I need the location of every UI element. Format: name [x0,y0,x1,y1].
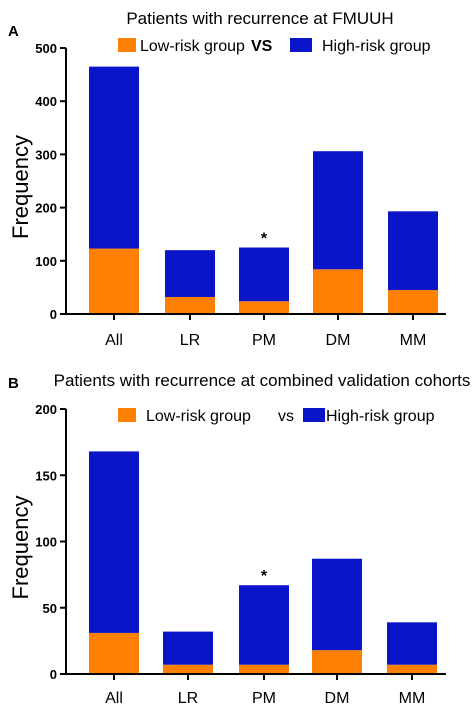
x-tick-label: PM [252,332,276,349]
bar-all-high-risk [89,451,139,633]
bar-mm-low-risk [387,664,437,674]
y-axis-label: Frequency [8,135,33,239]
y-tick-label: 300 [35,147,57,162]
y-tick-label: 0 [50,307,57,322]
legend-vs: VS [251,38,273,55]
bar-all-high-risk [89,66,139,249]
legend-label-high-risk: High-risk group [326,408,435,425]
y-axis-label: Frequency [8,496,33,600]
legend-swatch-low-risk [118,408,136,422]
x-tick-label: DM [326,332,351,349]
bar-dm-low-risk [312,650,362,674]
bar-all-low-risk [89,632,139,674]
legend-label-low-risk: Low-risk group [140,38,245,55]
x-tick-label: LR [178,690,198,707]
legend-label-high-risk: High-risk group [322,38,431,55]
bar-dm-high-risk [312,558,362,651]
x-tick-label: DM [325,690,350,707]
y-tick-label: 150 [35,468,57,483]
bar-lr-low-risk [163,664,213,674]
chart-title: Patients with recurrence at FMUUH [126,9,393,28]
y-tick-label: 200 [35,402,57,417]
panel-letter: A [8,23,19,40]
bar-mm-low-risk [388,290,438,314]
y-tick-label: 100 [35,254,57,269]
x-tick-label: MM [399,690,426,707]
bar-pm-low-risk [239,664,289,674]
y-tick-label: 500 [35,41,57,56]
legend-swatch-high-risk [303,408,325,422]
chart-panel-b: B Patients with recurrence at combined va… [8,371,470,707]
legend-label-low-risk: Low-risk group [146,408,251,425]
x-tick-label: PM [252,690,276,707]
y-tick-label: 100 [35,535,57,550]
significance-marker: * [261,568,268,585]
legend-swatch-low-risk [118,38,136,52]
legend-swatch-high-risk [290,38,312,52]
bar-pm-low-risk [239,301,289,314]
bar-dm-low-risk [313,269,363,314]
bar-all-low-risk [89,248,139,314]
y-tick-label: 200 [35,201,57,216]
x-tick-label: All [105,332,123,349]
significance-marker: * [261,231,268,248]
bar-lr-high-risk [165,250,215,297]
chart-title: Patients with recurrence at combined val… [54,371,471,390]
legend-vs: vs [278,408,294,425]
x-tick-label: LR [180,332,200,349]
panel-letter: B [8,375,19,392]
bar-pm-high-risk [239,585,289,665]
x-tick-label: MM [400,332,427,349]
bar-mm-high-risk [388,211,438,291]
x-tick-label: All [105,690,123,707]
bar-dm-high-risk [313,151,363,270]
y-tick-label: 0 [50,667,57,682]
y-tick-label: 400 [35,94,57,109]
bar-lr-low-risk [165,296,215,314]
bar-pm-high-risk [239,247,289,302]
y-tick-label: 50 [43,601,57,616]
chart-panel-a: A Patients with recurrence at FMUUH Low-ri… [8,9,446,349]
bar-mm-high-risk [387,622,437,665]
bar-lr-high-risk [163,631,213,665]
